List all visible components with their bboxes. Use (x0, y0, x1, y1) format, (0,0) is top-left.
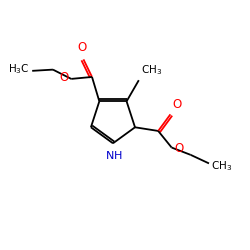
Text: O: O (59, 71, 68, 84)
Text: CH$_3$: CH$_3$ (212, 159, 233, 173)
Text: O: O (78, 41, 87, 54)
Text: O: O (174, 142, 184, 154)
Text: H$_3$C: H$_3$C (8, 62, 29, 76)
Text: CH$_3$: CH$_3$ (141, 64, 162, 77)
Text: N: N (106, 151, 115, 161)
Text: H: H (114, 151, 122, 161)
Text: O: O (173, 98, 182, 111)
